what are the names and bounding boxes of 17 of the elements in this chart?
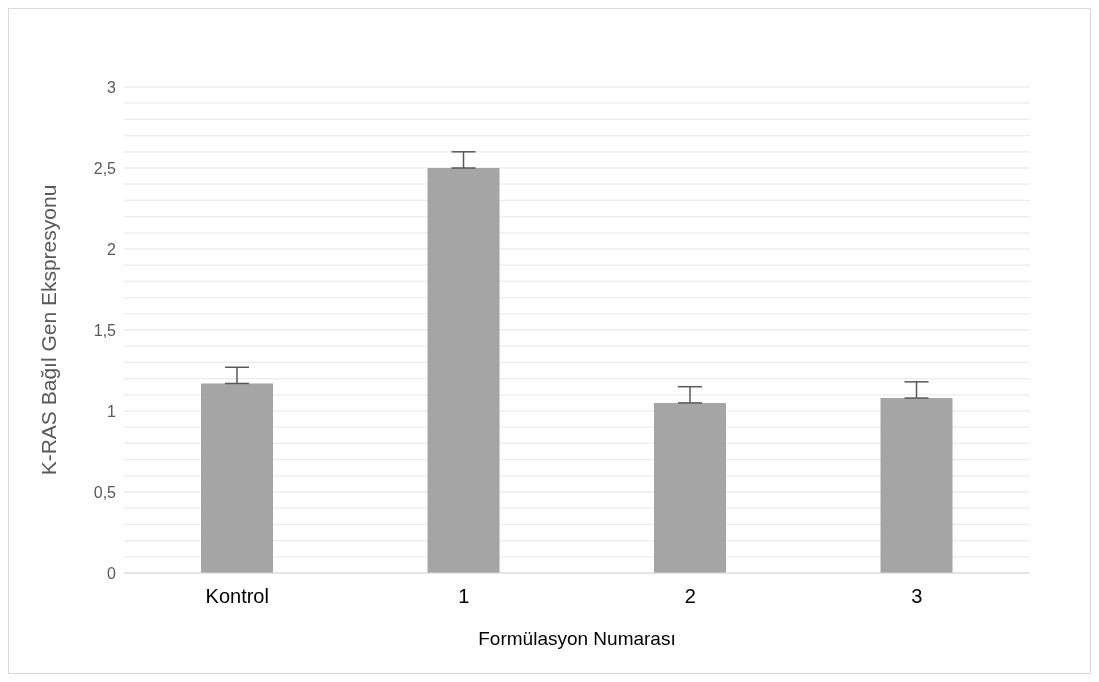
y-tick-label: 1,5 (93, 321, 117, 339)
x-tick-label: 3 (911, 585, 923, 608)
x-tick-label: 1 (458, 585, 470, 608)
y-tick-label: 3 (107, 78, 117, 96)
bar (880, 398, 953, 573)
y-axis-title: K-RAS Bağıl Gen Ekspresyonu (37, 184, 61, 476)
y-tick-label: 1 (107, 402, 117, 420)
x-tick-label: 2 (684, 585, 696, 608)
bar (427, 168, 500, 573)
bar (654, 402, 727, 573)
y-tick-label: 0 (107, 564, 117, 582)
bar (201, 383, 274, 573)
x-axis-title: Formülasyon Numarası (478, 628, 676, 649)
y-tick-label: 2 (107, 240, 117, 258)
x-tick-label: Kontrol (205, 585, 269, 608)
y-tick-label: 2,5 (93, 159, 117, 177)
y-tick-label: 0,5 (93, 483, 117, 501)
